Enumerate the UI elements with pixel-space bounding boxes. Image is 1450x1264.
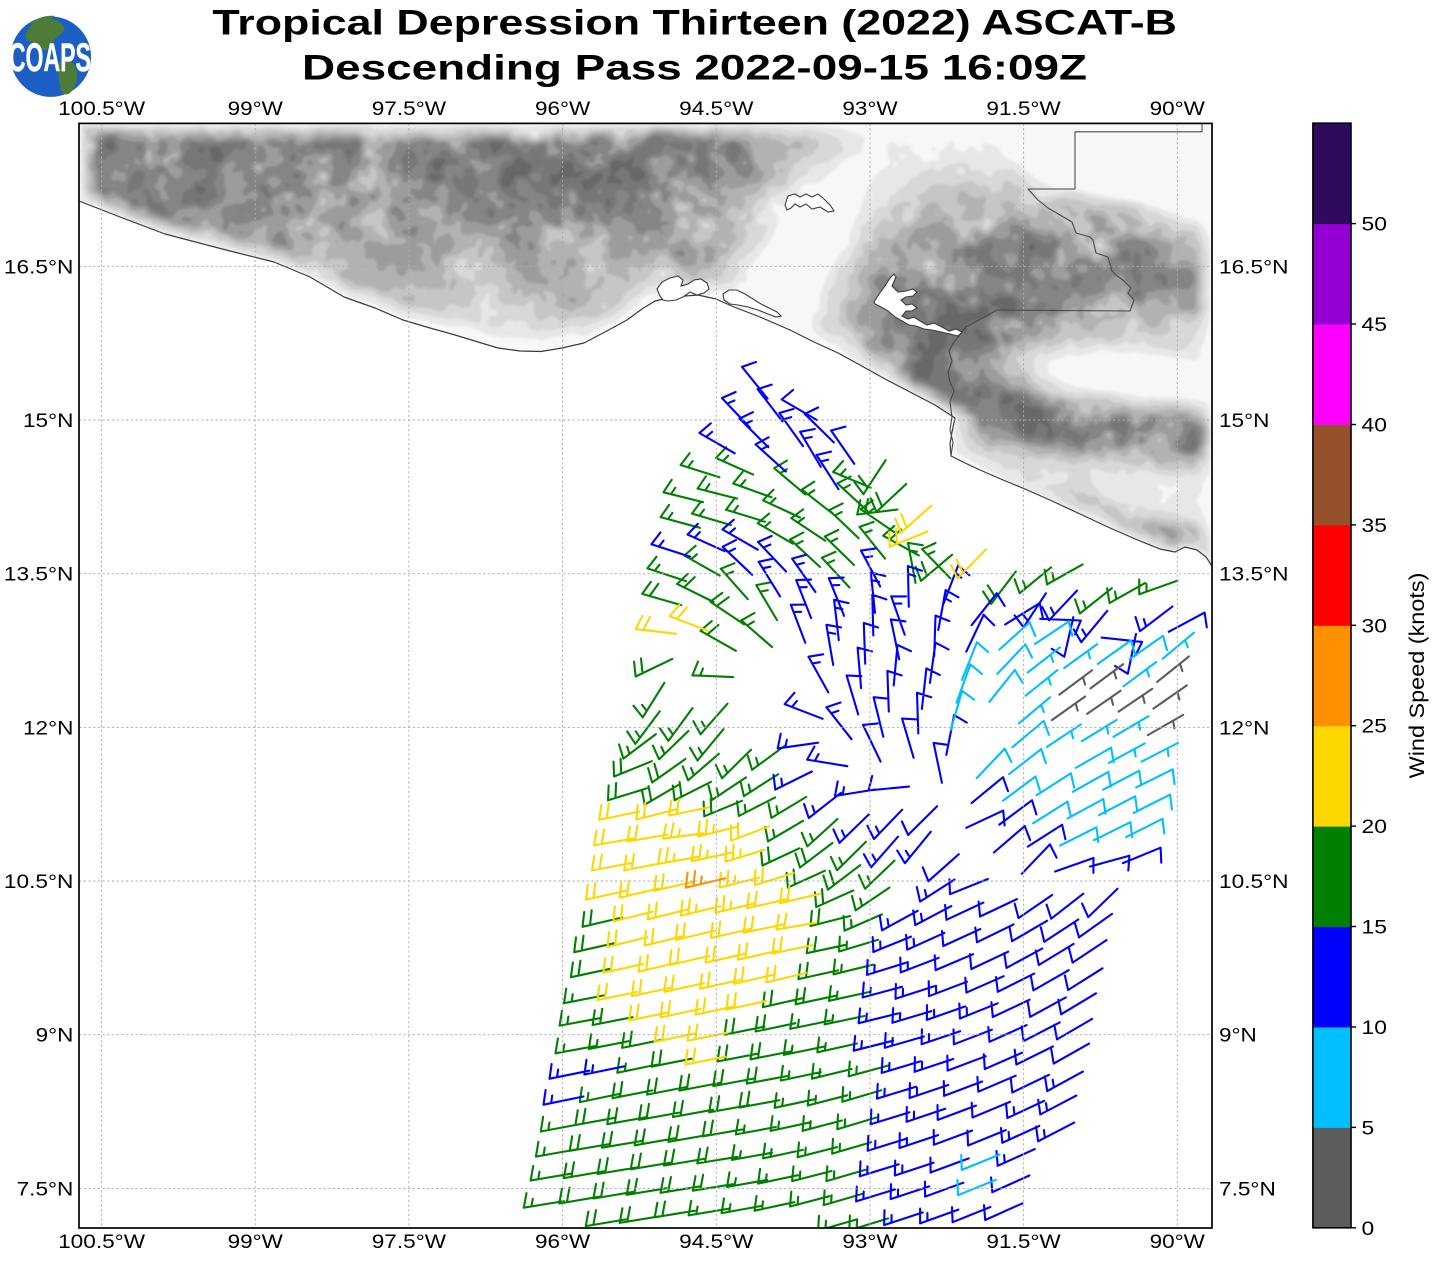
svg-text:15°N: 15°N <box>23 410 73 432</box>
svg-text:15°N: 15°N <box>1219 410 1269 432</box>
svg-text:Descending Pass 2022-09-15 16:: Descending Pass 2022-09-15 16:09Z <box>302 48 1087 88</box>
svg-text:7.5°N: 7.5°N <box>1219 1178 1276 1200</box>
svg-text:Wind Speed (knots): Wind Speed (knots) <box>1406 573 1429 779</box>
svg-text:13.5°N: 13.5°N <box>1219 564 1289 586</box>
svg-text:16.5°N: 16.5°N <box>4 256 74 278</box>
svg-text:40: 40 <box>1362 415 1388 437</box>
svg-text:93°W: 93°W <box>842 1231 898 1253</box>
svg-text:50: 50 <box>1362 214 1388 236</box>
svg-text:12°N: 12°N <box>1219 717 1269 739</box>
svg-text:96°W: 96°W <box>535 1231 591 1253</box>
svg-text:100.5°W: 100.5°W <box>58 98 146 120</box>
svg-text:Tropical Depression Thirteen (: Tropical Depression Thirteen (2022) ASCA… <box>212 2 1177 42</box>
svg-text:35: 35 <box>1362 515 1388 537</box>
svg-text:93°W: 93°W <box>842 98 898 120</box>
svg-text:90°W: 90°W <box>1150 98 1206 120</box>
svg-text:7.5°N: 7.5°N <box>17 1178 74 1200</box>
svg-text:99°W: 99°W <box>228 98 284 120</box>
svg-text:9°N: 9°N <box>36 1025 74 1047</box>
svg-text:20: 20 <box>1362 816 1388 838</box>
svg-text:10.5°N: 10.5°N <box>1219 871 1289 893</box>
svg-text:91.5°W: 91.5°W <box>986 98 1061 120</box>
svg-text:97.5°W: 97.5°W <box>372 1231 447 1253</box>
svg-text:12°N: 12°N <box>23 717 73 739</box>
svg-text:96°W: 96°W <box>535 98 591 120</box>
svg-text:13.5°N: 13.5°N <box>4 564 74 586</box>
svg-text:94.5°W: 94.5°W <box>679 1231 754 1253</box>
svg-text:10: 10 <box>1362 1017 1388 1039</box>
svg-text:5: 5 <box>1362 1117 1375 1139</box>
svg-text:97.5°W: 97.5°W <box>372 98 447 120</box>
svg-text:91.5°W: 91.5°W <box>986 1231 1061 1253</box>
svg-text:99°W: 99°W <box>228 1231 284 1253</box>
svg-text:30: 30 <box>1362 615 1388 637</box>
svg-text:COAPS: COAPS <box>9 36 91 80</box>
svg-text:25: 25 <box>1362 716 1388 738</box>
svg-text:90°W: 90°W <box>1150 1231 1206 1253</box>
svg-text:0: 0 <box>1362 1218 1375 1240</box>
svg-text:45: 45 <box>1362 314 1388 336</box>
svg-text:9°N: 9°N <box>1219 1025 1257 1047</box>
svg-text:16.5°N: 16.5°N <box>1219 256 1289 278</box>
svg-text:15: 15 <box>1362 917 1388 939</box>
svg-text:100.5°W: 100.5°W <box>58 1231 146 1253</box>
svg-text:10.5°N: 10.5°N <box>4 871 74 893</box>
svg-text:94.5°W: 94.5°W <box>679 98 754 120</box>
